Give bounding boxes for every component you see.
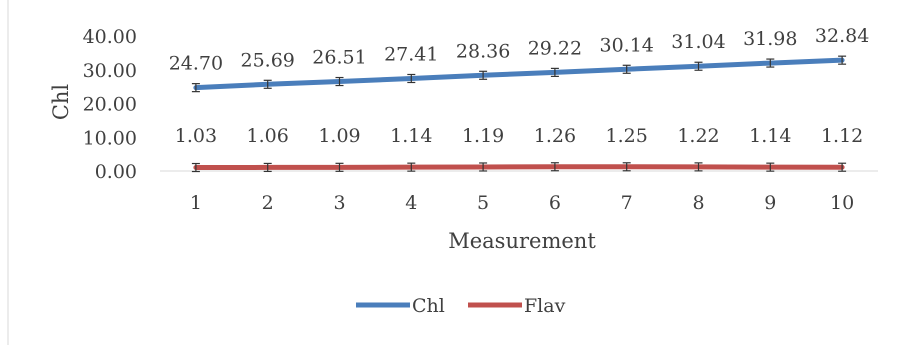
data-label: 1.14 bbox=[749, 125, 791, 147]
data-label: 32.84 bbox=[815, 25, 869, 47]
x-tick-label: 6 bbox=[549, 192, 561, 214]
data-label: 30.14 bbox=[599, 34, 653, 56]
x-tick-label: 1 bbox=[190, 192, 202, 214]
data-label: 28.36 bbox=[456, 40, 510, 62]
y-tick-label: 40.00 bbox=[83, 26, 137, 48]
data-label: 29.22 bbox=[528, 37, 582, 59]
data-label: 27.41 bbox=[384, 43, 438, 65]
x-tick-label: 4 bbox=[405, 192, 417, 214]
y-tick-label: 10.00 bbox=[83, 127, 137, 149]
data-label: 1.09 bbox=[318, 125, 360, 147]
data-label: 1.14 bbox=[390, 125, 432, 147]
data-label: 31.04 bbox=[671, 31, 725, 53]
series-line-flav bbox=[193, 164, 845, 171]
y-axis-title: Chl bbox=[49, 84, 73, 121]
data-label: 1.26 bbox=[534, 125, 576, 147]
x-tick-label: 2 bbox=[262, 192, 274, 214]
data-label: 31.98 bbox=[743, 28, 797, 50]
y-tick-label: 30.00 bbox=[83, 60, 137, 82]
axes-group: 0.00 10.00 20.00 30.00 40.00 1 2 3 4 5 6 7 8 9 10 bbox=[83, 26, 878, 214]
x-axis-title: Measurement bbox=[448, 229, 596, 253]
data-label: 1.22 bbox=[677, 125, 719, 147]
x-tick-label: 7 bbox=[621, 192, 633, 214]
x-tick-label: 10 bbox=[830, 192, 854, 214]
legend-label-chl: Chl bbox=[412, 295, 445, 317]
series-lines-group bbox=[191, 55, 847, 173]
data-label: 1.19 bbox=[462, 125, 504, 147]
data-label: 1.03 bbox=[175, 125, 217, 147]
legend-label-flav: Flav bbox=[524, 295, 566, 317]
x-tick-label: 5 bbox=[477, 192, 489, 214]
data-label: 26.51 bbox=[312, 47, 366, 69]
data-label: 1.06 bbox=[247, 125, 289, 147]
y-tick-label: 20.00 bbox=[83, 94, 137, 116]
x-tick-label: 8 bbox=[692, 192, 704, 214]
series-line-chl bbox=[193, 57, 845, 91]
data-label: 25.69 bbox=[240, 49, 294, 71]
data-labels-group: 24.70 25.69 26.51 27.41 28.36 29.22 30.14 31.04… bbox=[169, 25, 870, 147]
x-tick-label: 3 bbox=[333, 192, 345, 214]
data-label: 24.70 bbox=[169, 53, 223, 75]
x-tick-label: 9 bbox=[764, 192, 776, 214]
y-tick-label: 0.00 bbox=[95, 161, 137, 183]
data-label: 1.25 bbox=[606, 125, 648, 147]
legend: Chl Flav bbox=[356, 295, 566, 317]
data-label: 1.12 bbox=[821, 125, 863, 147]
